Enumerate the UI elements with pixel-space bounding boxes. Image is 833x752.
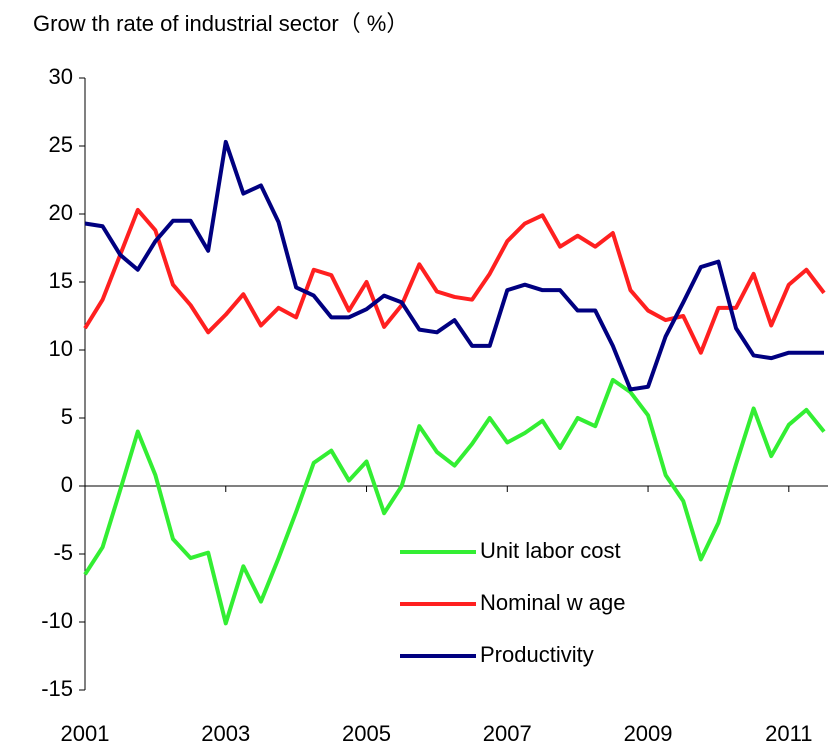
x-tick-label: 2007 xyxy=(483,721,532,746)
legend-label: Nominal w age xyxy=(480,590,626,615)
y-tick-label: -5 xyxy=(53,540,73,565)
y-tick-label: 20 xyxy=(49,200,73,225)
series-line xyxy=(84,139,824,392)
y-tick-label: -10 xyxy=(41,608,73,633)
x-tick-label: 2005 xyxy=(342,721,391,746)
y-tick-label: 30 xyxy=(49,64,73,89)
series-line xyxy=(83,377,826,626)
series-line xyxy=(83,207,826,355)
legend-label: Productivity xyxy=(480,642,594,667)
x-tick-label: 2001 xyxy=(61,721,110,746)
y-tick-label: 10 xyxy=(49,336,73,361)
x-tick-label: 2011 xyxy=(765,721,812,746)
x-tick-label: 2003 xyxy=(201,721,250,746)
legend-label: Unit labor cost xyxy=(480,538,621,563)
y-tick-label: 25 xyxy=(49,132,73,157)
y-tick-label: 5 xyxy=(61,404,73,429)
y-tick-label: 15 xyxy=(49,268,73,293)
x-tick-label: 2009 xyxy=(624,721,673,746)
y-tick-label: -15 xyxy=(41,676,73,701)
chart-title: Grow th rate of industrial sector（ %） xyxy=(33,11,408,36)
y-tick-label: 0 xyxy=(61,472,73,497)
